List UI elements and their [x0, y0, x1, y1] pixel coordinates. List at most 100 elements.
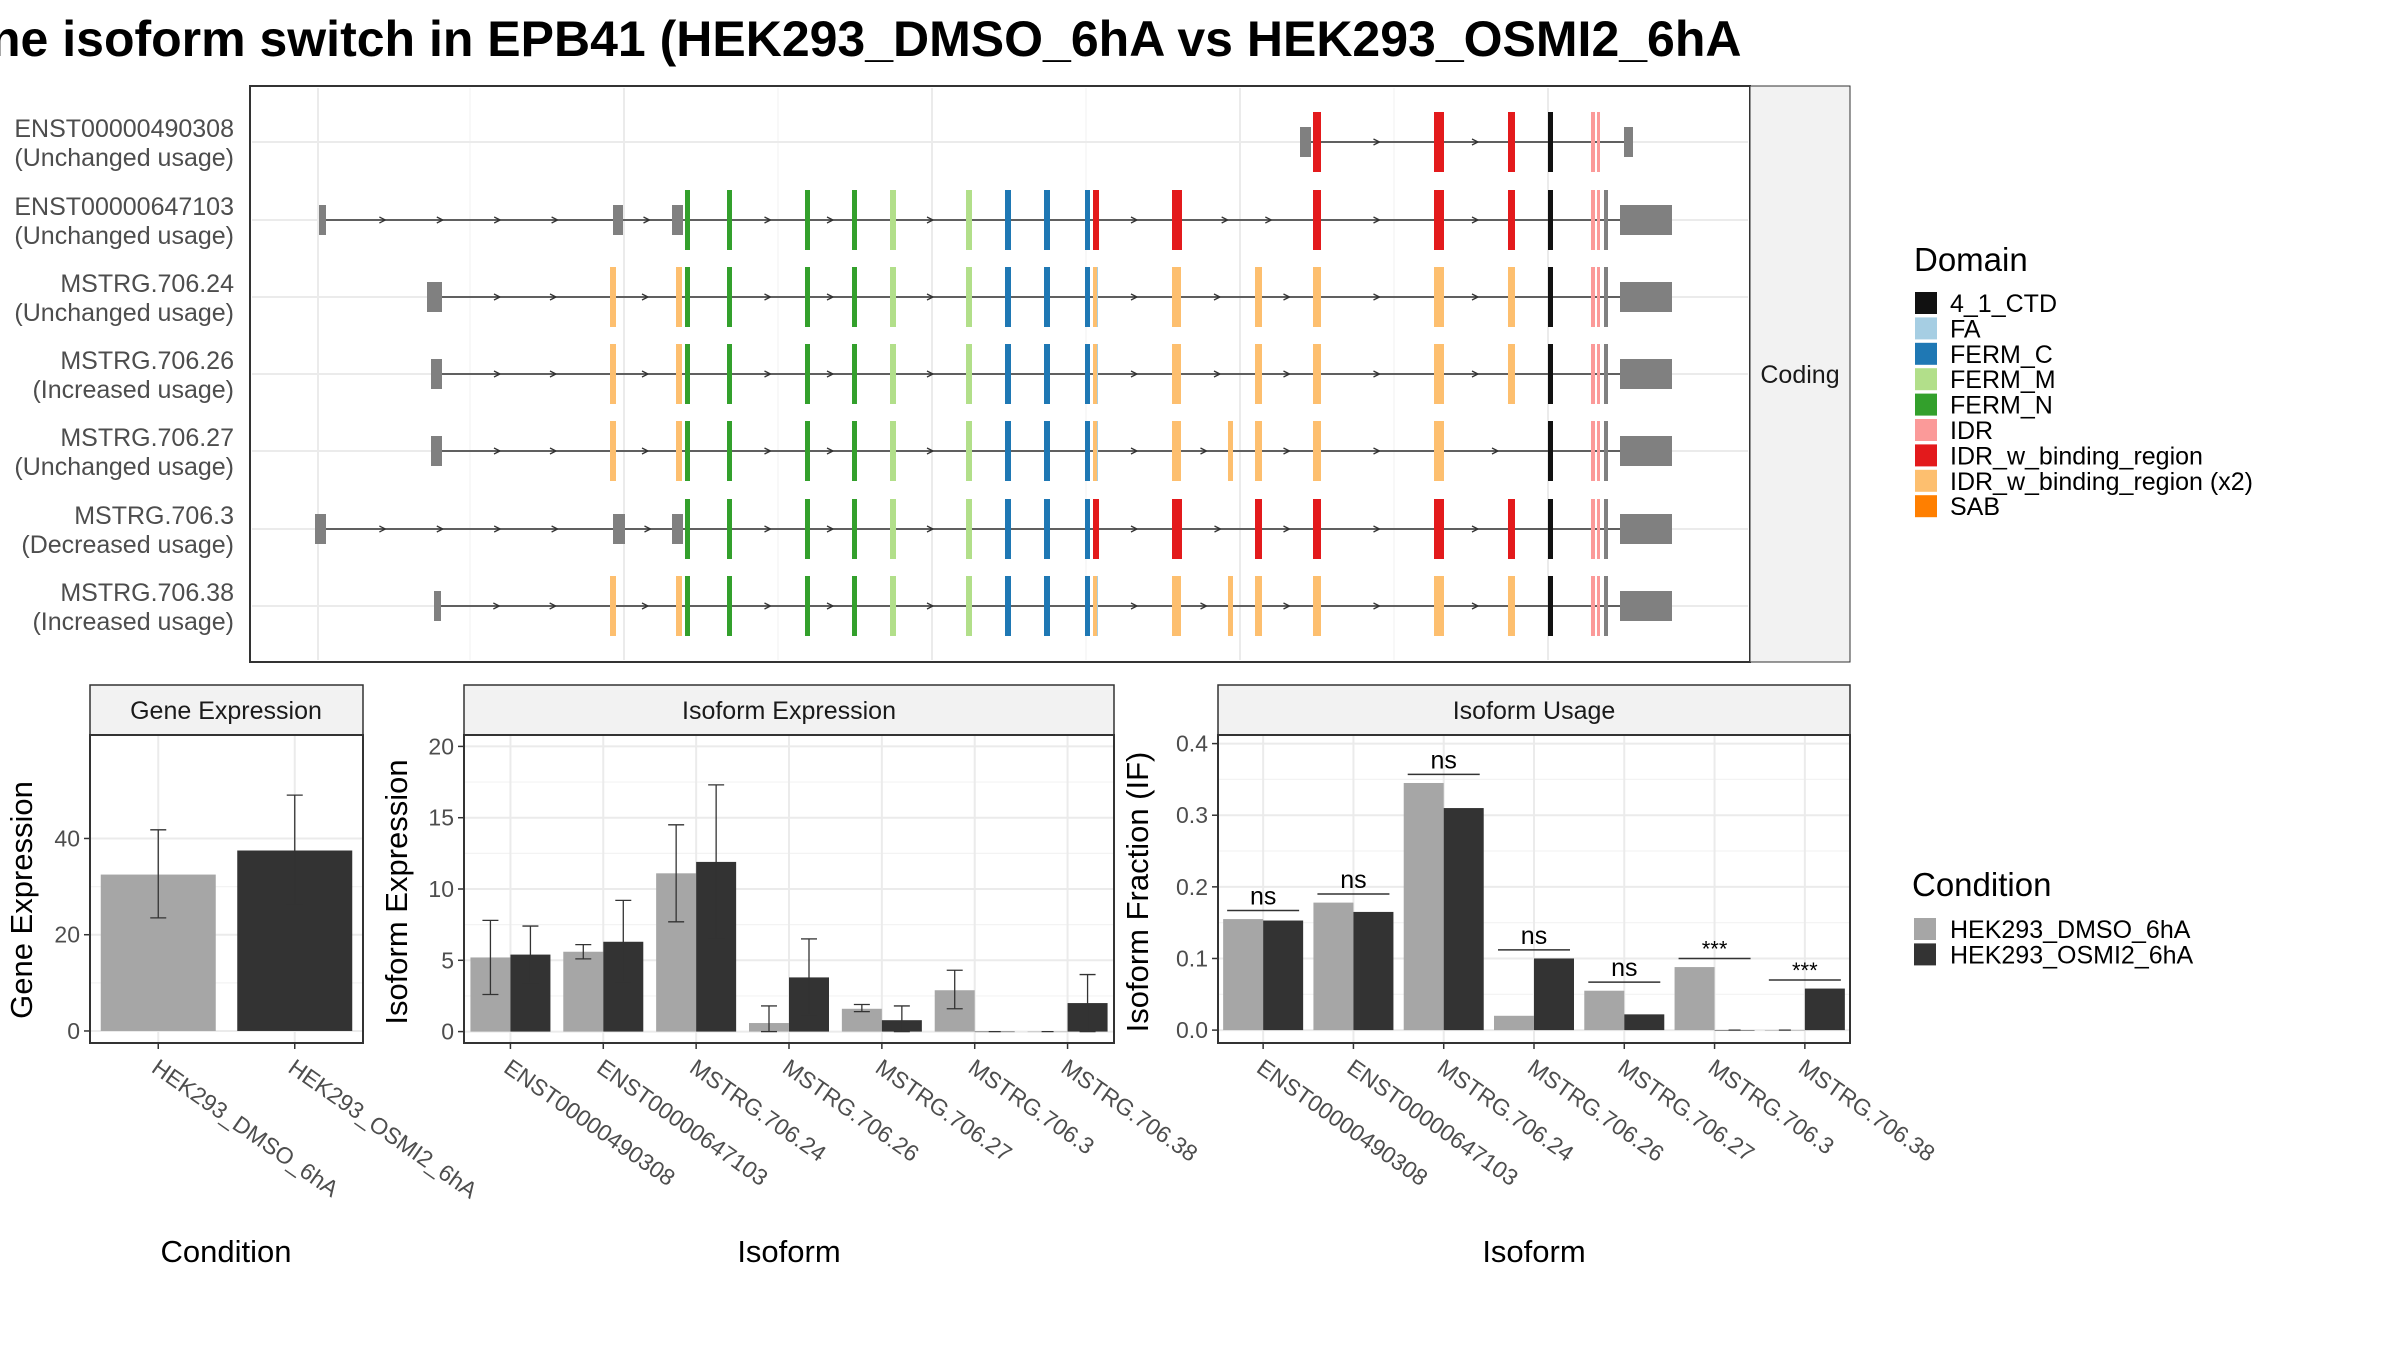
bar: [841, 1008, 882, 1032]
intron-direction-arrow: [926, 447, 935, 455]
domain-exon: [1597, 267, 1600, 327]
transcript-row: [315, 499, 1672, 559]
domain-exon: [1044, 499, 1050, 559]
intron-direction-arrow: [764, 370, 772, 378]
y-tick-label: 0.3: [1176, 802, 1208, 828]
domain-exon: [1228, 576, 1233, 636]
bar: [1353, 911, 1394, 1031]
domain-exon: [610, 421, 616, 481]
domain-exon: [1228, 421, 1233, 481]
domain-legend-label: 4_1_CTD: [1950, 290, 2057, 318]
noncoding-exon: [1604, 499, 1608, 559]
intron-direction-arrow: [1471, 293, 1480, 301]
domain-exon: [1005, 190, 1011, 250]
domain-exon: [852, 421, 857, 481]
domain-legend-key: [1915, 495, 1937, 518]
intron-direction-arrow: [764, 525, 772, 533]
domain-exon: [1591, 267, 1595, 327]
domain-exon: [1597, 190, 1600, 250]
intron-direction-arrow: [1130, 370, 1139, 378]
domain-exon: [676, 267, 682, 327]
noncoding-exon: [1300, 127, 1311, 157]
domain-legend-key: [1915, 317, 1937, 340]
domain-exon: [1044, 267, 1050, 327]
gene-expression-strip: [89, 684, 364, 736]
domain-exon: [1434, 344, 1444, 404]
isoform-usage-strip: [1217, 684, 1851, 736]
domain-exon: [852, 499, 857, 559]
intron-direction-arrow: [1130, 525, 1139, 533]
domain-exon: [966, 576, 972, 636]
noncoding-exon: [1624, 127, 1633, 157]
intron-direction-arrow: [1130, 293, 1139, 301]
domain-exon: [1093, 267, 1097, 327]
isoform-expression-x-label: Isoform: [737, 1234, 840, 1269]
noncoding-exon: [1604, 190, 1608, 250]
intron-direction-arrow: [549, 447, 558, 455]
domain-exon: [1044, 421, 1050, 481]
noncoding-exon: [613, 514, 625, 544]
domain-exon: [1313, 499, 1321, 559]
domain-legend-key: [1915, 368, 1937, 391]
intron-direction-arrow: [549, 370, 558, 378]
noncoding-exon: [1620, 205, 1672, 235]
isoform-usage-y-label: Isoform Fraction (IF): [1120, 752, 1155, 1033]
intron-direction-arrow: [493, 447, 502, 455]
domain-legend-title: Domain: [1914, 241, 2028, 278]
domain-exon: [890, 576, 896, 636]
bar: [1674, 967, 1715, 1031]
y-tick-label: 15: [428, 805, 454, 831]
intron-direction-arrow: [551, 525, 560, 533]
domain-exon: [610, 576, 616, 636]
noncoding-exon: [613, 205, 623, 235]
domain-exon: [1548, 499, 1553, 559]
intron-direction-arrow: [641, 370, 650, 378]
domain-exon: [890, 499, 896, 559]
noncoding-exon: [1604, 344, 1608, 404]
transcript-usage-label: (Unchanged usage): [14, 453, 234, 481]
domain-exon: [1508, 499, 1515, 559]
noncoding-exon: [1604, 267, 1608, 327]
domain-exon: [805, 344, 810, 404]
bar: [563, 951, 604, 1032]
gene-expression-y-label: Gene Expression: [4, 781, 39, 1019]
intron-direction-arrow: [493, 216, 502, 224]
transcript-row: [431, 344, 1672, 404]
domain-exon: [685, 267, 690, 327]
intron-direction-arrow: [641, 293, 650, 301]
domain-exon: [852, 190, 857, 250]
domain-exon: [1434, 112, 1444, 172]
condition-legend-label: HEK293_OSMI2_6hA: [1950, 941, 2194, 969]
domain-exon: [1597, 576, 1600, 636]
bar: [1443, 808, 1484, 1031]
structure-row-labels: ENST00000490308(Unchanged usage)ENST0000…: [14, 115, 234, 636]
domain-exon: [1005, 344, 1011, 404]
domain-exon: [1172, 190, 1182, 250]
significance-label: ns: [1431, 746, 1457, 774]
y-tick-label: 0.2: [1176, 874, 1208, 900]
domain-exon: [727, 421, 732, 481]
domain-exon: [1044, 190, 1050, 250]
domain-exon: [1044, 576, 1050, 636]
domain-legend-key: [1915, 419, 1937, 441]
domain-exon: [890, 267, 896, 327]
intron-direction-arrow: [1373, 525, 1381, 533]
intron-direction-arrow: [1471, 525, 1480, 533]
transcript-id-label: MSTRG.706.38: [60, 579, 234, 607]
condition-legend-key: [1914, 918, 1936, 940]
x-tick-label: ENST00000490308: [500, 1054, 680, 1191]
domain-exon: [727, 267, 732, 327]
domain-exon: [1591, 499, 1595, 559]
domain-exon: [805, 190, 810, 250]
bar: [1804, 988, 1845, 1031]
y-tick-label: 20: [54, 922, 80, 948]
intron-direction-arrow: [436, 216, 445, 224]
domain-exon: [1313, 421, 1321, 481]
intron-direction-arrow: [1373, 370, 1381, 378]
isoform-usage-strip-title: Isoform Usage: [1453, 697, 1616, 725]
domain-exon: [727, 576, 732, 636]
noncoding-exon: [1620, 436, 1672, 466]
intron-direction-arrow: [764, 216, 772, 224]
bar: [1534, 958, 1574, 1031]
